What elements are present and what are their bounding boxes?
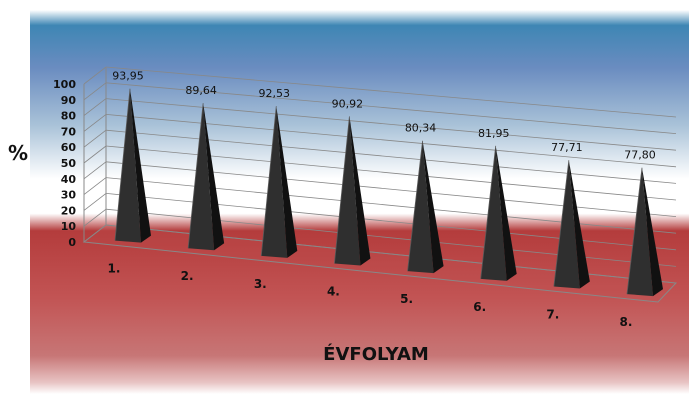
bar-side-face (642, 167, 663, 297)
x-axis-title: ÉVFOLYAM (323, 343, 429, 365)
bar-3 (260, 106, 298, 258)
y-tick-label: 90 (61, 94, 77, 107)
data-label: 92,53 (259, 87, 291, 100)
bars (114, 88, 663, 297)
side-wall-gridline (83, 161, 107, 180)
side-wall-gridline (83, 98, 107, 116)
data-label: 80,34 (405, 122, 437, 135)
bar-7 (553, 160, 590, 289)
y-tick-label: 10 (61, 220, 77, 233)
data-labels: 93,95 89,64 92,53 90,92 80,34 81,95 77,71 77,80 (112, 70, 656, 162)
x-tick-label: 6. (473, 300, 486, 314)
bar-side-face (568, 160, 590, 289)
gridline (105, 98, 677, 151)
side-wall-gridline (83, 145, 107, 164)
bar-front-face (627, 167, 653, 297)
data-label: 81,95 (478, 127, 510, 140)
bar-edge (187, 103, 204, 249)
bar-5 (407, 140, 444, 274)
gridline (105, 66, 677, 118)
bar-side-face (422, 140, 444, 274)
bar-edge (260, 106, 277, 256)
bar-6 (480, 145, 517, 281)
bar-front-face (407, 140, 434, 274)
bar-edge (480, 145, 497, 279)
bar-4 (334, 116, 371, 266)
y-axis: 0 10 20 30 40 50 60 70 80 90 100 (53, 78, 85, 249)
bar-edge (334, 116, 350, 264)
y-tick-label: 30 (61, 189, 77, 202)
y-tick-label: 60 (61, 141, 77, 154)
bar-front-face (480, 145, 507, 281)
bar-edge (407, 140, 423, 272)
y-axis-title: % (8, 141, 28, 165)
x-tick-label: 3. (254, 277, 267, 291)
data-label: 77,80 (624, 149, 656, 162)
x-tick-label: 8. (620, 315, 633, 329)
bar-front-face (261, 106, 288, 258)
data-label: 90,92 (332, 97, 364, 110)
y-tick-label: 50 (61, 157, 77, 170)
bar-side-face (276, 106, 298, 258)
bar-side-face (495, 145, 517, 281)
bar-1 (114, 88, 151, 243)
bar-8 (626, 167, 663, 297)
y-tick-label: 40 (61, 173, 77, 186)
x-tick-label: 4. (327, 285, 340, 299)
side-wall-gridline (83, 129, 107, 148)
side-wall-gridline (83, 208, 107, 227)
side-wall-gridline (83, 177, 107, 195)
side-wall-gridline (83, 224, 107, 243)
x-tick-label: 5. (400, 292, 413, 306)
x-axis-tick-labels: 1. 2. 3. 4. 5. 6. 7. 8. (108, 262, 633, 330)
side-wall-gridline (83, 82, 107, 101)
side-wall-gridline (83, 114, 107, 132)
x-tick-label: 1. (108, 262, 121, 276)
gridline (105, 82, 677, 134)
bar-edge (114, 88, 131, 241)
y-tick-label: 80 (61, 110, 77, 123)
bar-side-face (203, 103, 225, 251)
bar-side-face (349, 116, 371, 266)
bar-front-face (553, 160, 580, 289)
side-wall-gridline (83, 66, 107, 85)
data-label: 93,95 (112, 70, 144, 83)
x-tick-label: 2. (181, 269, 194, 283)
bar-front-face (115, 88, 141, 243)
x-tick-label: 7. (546, 307, 559, 321)
y-tick-label: 20 (61, 204, 77, 217)
bar-2 (187, 103, 225, 251)
bar-front-face (188, 103, 215, 251)
bar-front-face (334, 116, 361, 266)
bar-edge (626, 167, 643, 295)
y-tick-label: 0 (68, 236, 76, 249)
data-label: 77,71 (551, 141, 583, 154)
y-tick-label: 100 (53, 78, 76, 91)
y-tick-label: 70 (61, 125, 77, 138)
side-wall-gridline (83, 193, 107, 211)
data-label: 89,64 (185, 84, 217, 97)
bar-edge (553, 160, 570, 287)
bar-side-face (130, 88, 151, 243)
